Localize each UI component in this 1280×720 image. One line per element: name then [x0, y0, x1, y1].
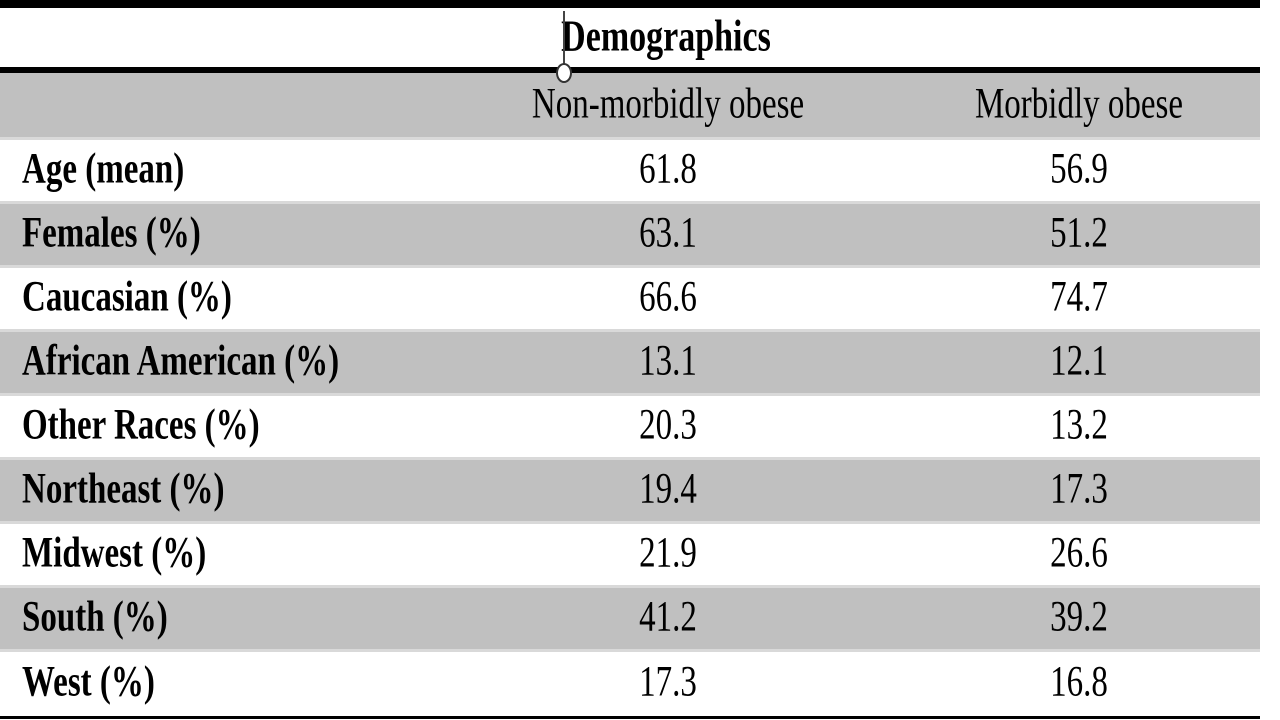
row-value: 74.7	[1050, 273, 1108, 322]
column-resize-handle[interactable]	[556, 63, 572, 83]
row-value: 66.6	[639, 273, 697, 322]
row-value: 21.9	[639, 529, 697, 578]
row-value: 20.3	[639, 401, 697, 450]
row-value: 26.6	[1050, 529, 1108, 578]
table-row: African American (%) 13.1 12.1	[0, 332, 1260, 396]
row-label: Northeast (%)	[22, 465, 225, 514]
table-row: Northeast (%) 19.4 17.3	[0, 460, 1260, 524]
row-value: 13.2	[1050, 401, 1108, 450]
table-title: Demographics	[0, 8, 1260, 67]
row-label: African American (%)	[22, 337, 340, 386]
row-label: South (%)	[22, 593, 168, 642]
row-value: 19.4	[639, 465, 697, 514]
row-label: West (%)	[22, 658, 155, 707]
column-header-morbidly-obese: Morbidly obese	[974, 80, 1184, 128]
bottom-rule	[0, 716, 1260, 719]
table-row: South (%) 41.2 39.2	[0, 588, 1260, 652]
table-header-row: Non-morbidly obese Morbidly obese	[0, 73, 1260, 140]
table-row: Females (%) 63.1 51.2	[0, 204, 1260, 268]
row-label: Midwest (%)	[22, 529, 207, 578]
row-value: 39.2	[1050, 593, 1108, 642]
top-rule	[0, 0, 1260, 8]
header-rule	[0, 67, 1260, 73]
row-value: 56.9	[1050, 145, 1108, 194]
table-title-text: Demographics	[561, 11, 771, 61]
row-label: Other Races (%)	[22, 401, 260, 450]
row-value: 17.3	[1050, 465, 1108, 514]
row-label: Caucasian (%)	[22, 273, 232, 322]
table-row: Age (mean) 61.8 56.9	[0, 140, 1260, 204]
row-value: 16.8	[1050, 658, 1108, 707]
row-value: 51.2	[1050, 209, 1108, 258]
row-value: 61.8	[639, 145, 697, 194]
table-row: Caucasian (%) 66.6 74.7	[0, 268, 1260, 332]
title-band: Demographics	[0, 8, 1260, 73]
demographics-table: Non-morbidly obese Morbidly obese Age (m…	[0, 73, 1260, 715]
row-value: 13.1	[639, 337, 697, 386]
table-row: Midwest (%) 21.9 26.6	[0, 524, 1260, 588]
table-row: West (%) 17.3 16.8	[0, 652, 1260, 715]
row-value: 63.1	[639, 209, 697, 258]
text-caret-line	[563, 11, 565, 73]
table-row: Other Races (%) 20.3 13.2	[0, 396, 1260, 460]
row-value: 12.1	[1050, 337, 1108, 386]
row-value: 41.2	[639, 593, 697, 642]
row-label: Age (mean)	[22, 145, 185, 194]
row-value: 17.3	[639, 658, 697, 707]
column-header-non-morbidly-obese: Non-morbidly obese	[531, 80, 805, 128]
row-label: Females (%)	[22, 209, 201, 258]
